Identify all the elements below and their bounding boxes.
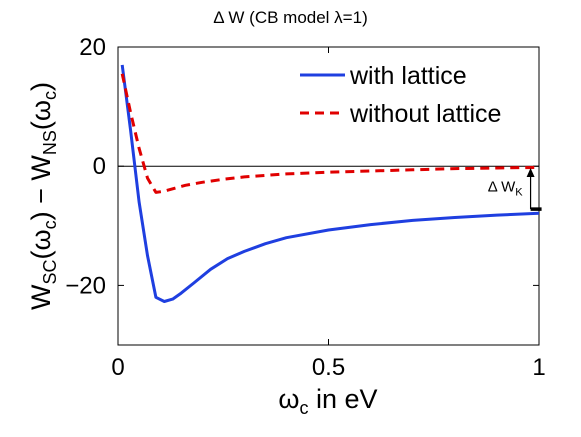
- x-axis-label-suffix: in eV: [309, 384, 378, 414]
- y-axis-label: WSC(ωc) − WNS(ωc): [26, 82, 60, 310]
- legend-label-without-lattice: without lattice: [349, 100, 501, 128]
- x-tick-label: 0.5: [312, 354, 345, 381]
- series-line-without-lattice: [120, 73, 540, 194]
- x-axis-label-subscript: c: [300, 398, 309, 418]
- x-axis-label-symbol: ω: [278, 384, 299, 414]
- plot-frame: [117, 46, 540, 346]
- y-tick-label: 0: [93, 153, 106, 180]
- y-tick-label: −20: [65, 272, 106, 299]
- x-tick-label: 1: [532, 354, 545, 381]
- legend-label-with-lattice: with lattice: [349, 62, 467, 90]
- x-tick-label: 0: [111, 354, 124, 381]
- x-axis-label: ωc in eV: [278, 384, 377, 418]
- y-tick-label: 20: [79, 34, 106, 61]
- delta-wk-label: Δ WK: [488, 179, 524, 199]
- series-line-with-lattice: [120, 64, 540, 303]
- chart-title: Δ W (CB model λ=1): [213, 8, 368, 27]
- delta-wk-arrowhead: [526, 167, 535, 177]
